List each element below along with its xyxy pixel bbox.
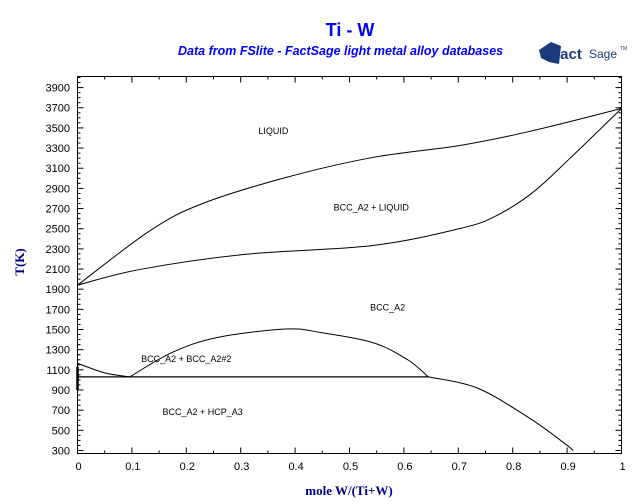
x-tick-label: 1 bbox=[619, 461, 625, 473]
x-tick-label: 0.7 bbox=[452, 461, 467, 473]
svg-text:Fact: Fact bbox=[551, 46, 582, 63]
phase-region-label: BCC_A2 bbox=[370, 302, 405, 312]
y-tick-label: 3100 bbox=[46, 163, 70, 175]
y-tick-label: 700 bbox=[52, 405, 70, 417]
y-tick-label: 300 bbox=[52, 445, 70, 457]
y-tick-label: 2900 bbox=[46, 183, 70, 195]
y-tick-label: 1700 bbox=[46, 304, 70, 316]
phase-region-label: LIQUID bbox=[258, 126, 289, 136]
svg-text:TM: TM bbox=[620, 46, 627, 52]
y-tick-label: 1900 bbox=[46, 284, 70, 296]
phase-boundary-bcc-solvus bbox=[428, 376, 574, 451]
y-tick-label: 3900 bbox=[46, 83, 70, 95]
phase-region-label: BCC_A2 + BCC_A2#2 bbox=[141, 354, 231, 364]
x-tick-label: 0.5 bbox=[343, 461, 358, 473]
chart-title: Ti - W bbox=[325, 20, 375, 40]
phase-boundary-miscibility-gap bbox=[129, 328, 429, 378]
x-tick-label: 0.3 bbox=[234, 461, 249, 473]
plot-frame bbox=[77, 76, 622, 454]
y-tick-label: 2100 bbox=[46, 264, 70, 276]
phase-region-label: BCC_A2 + HCP_A3 bbox=[162, 407, 242, 417]
phase-boundary-solidus bbox=[77, 108, 622, 286]
y-tick-label: 2700 bbox=[46, 204, 70, 216]
x-tick-label: 0.6 bbox=[397, 461, 412, 473]
x-tick-label: 0.9 bbox=[560, 461, 575, 473]
y-tick-label: 1100 bbox=[46, 365, 70, 377]
phase-boundary-hcp-bcc-boundary bbox=[77, 362, 130, 378]
x-tick-label: 0 bbox=[75, 461, 81, 473]
y-tick-label: 900 bbox=[52, 385, 70, 397]
x-tick-label: 0.4 bbox=[288, 461, 303, 473]
x-tick-label: 0.8 bbox=[506, 461, 521, 473]
svg-text:Sage: Sage bbox=[589, 47, 617, 61]
chart-subtitle: Data from FSlite - FactSage light metal … bbox=[178, 44, 504, 58]
y-tick-label: 3500 bbox=[46, 123, 70, 135]
y-tick-label: 2300 bbox=[46, 244, 70, 256]
phase-boundary-liquidus bbox=[77, 107, 622, 286]
x-tick-label: 0.2 bbox=[180, 461, 195, 473]
y-axis-title: T(K) bbox=[12, 248, 27, 275]
y-tick-label: 3700 bbox=[46, 103, 70, 115]
y-tick-label: 3300 bbox=[46, 143, 70, 155]
y-tick-label: 2500 bbox=[46, 224, 70, 236]
factsage-logo: Fact Sage TM bbox=[539, 42, 627, 64]
y-tick-label: 1500 bbox=[46, 325, 70, 337]
x-tick-label: 0.1 bbox=[125, 461, 140, 473]
y-tick-label: 500 bbox=[52, 425, 70, 437]
phase-region-label: BCC_A2 + LIQUID bbox=[334, 203, 410, 213]
y-tick-label: 1300 bbox=[46, 345, 70, 357]
x-axis-title: mole W/(Ti+W) bbox=[305, 483, 392, 498]
